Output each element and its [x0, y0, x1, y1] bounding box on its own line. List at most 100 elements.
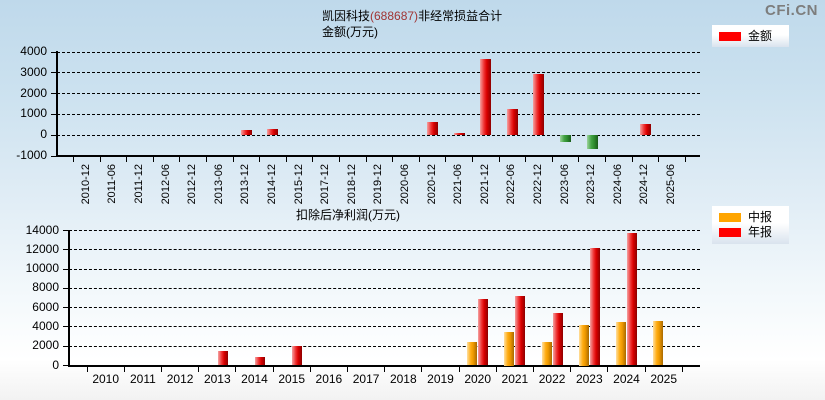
y-axis-tick — [63, 287, 69, 289]
chart1-title-line1: 凯因科技(688687)非经常损益合计 — [322, 8, 502, 24]
bar-金额-2020-12 — [427, 121, 438, 136]
bar-金额-2014-12 — [267, 128, 279, 136]
x-tick-label: 2015-12 — [292, 164, 305, 205]
legend-item-amount: 金额 — [719, 29, 782, 44]
x-tick-label: 2024 — [613, 371, 640, 386]
x-tick-label: 2020 — [464, 371, 492, 386]
y-tick-label: 10000 — [25, 261, 59, 276]
x-axis-tick — [681, 366, 683, 372]
y-tick-label: 2000 — [20, 85, 47, 100]
y-axis-tick — [63, 249, 69, 251]
chart2-title: 扣除后净利润(万元) — [296, 208, 400, 222]
x-tick-label: 2015 — [278, 371, 306, 386]
stock-code: (688687) — [370, 9, 419, 23]
y-tick-label: 0 — [40, 127, 47, 142]
bar-金额-2021-06 — [453, 133, 465, 136]
x-tick-label: 2021 — [501, 371, 529, 386]
gridline — [69, 307, 700, 309]
legend-item-interim: 中报 — [719, 210, 782, 225]
x-tick-label: 2022-12 — [531, 164, 544, 205]
x-axis-tick — [152, 157, 154, 162]
stock-name: 凯因科技 — [322, 9, 371, 23]
x-tick-label: 2023-12 — [585, 164, 598, 205]
x-tick-label: 2011-06 — [106, 164, 119, 204]
gridline — [69, 326, 700, 328]
x-axis-tick — [198, 366, 200, 372]
x-tick-label: 2025-06 — [664, 164, 677, 205]
legend-item-annual: 年报 — [719, 225, 782, 240]
x-tick-label: 2021-12 — [478, 164, 491, 205]
y-tick-label: 4000 — [20, 44, 47, 58]
gridline — [57, 51, 700, 53]
y-axis-tick — [63, 230, 69, 231]
legend-swatch-annual-icon — [719, 228, 741, 237]
cfi-logo: CFi.CN — [765, 2, 818, 19]
x-axis-tick — [309, 366, 311, 372]
x-axis-tick — [232, 157, 234, 162]
x-tick-label: 2023 — [575, 371, 603, 386]
x-axis — [56, 155, 700, 157]
x-axis-tick — [418, 157, 420, 162]
y-axis-tick — [51, 134, 57, 136]
gridline — [69, 345, 700, 347]
y-tick-label: 2000 — [32, 338, 59, 353]
x-axis-tick — [312, 157, 314, 162]
y-axis-tick — [63, 307, 69, 309]
x-tick-label: 2012 — [166, 371, 194, 386]
bar-中报-2025 — [653, 320, 664, 366]
x-axis-tick — [495, 366, 497, 372]
x-tick-label: 2025 — [650, 371, 678, 386]
x-tick-label: 2024-06 — [611, 164, 624, 205]
x-axis-tick — [658, 157, 660, 162]
x-axis-tick — [285, 157, 287, 162]
x-tick-label: 2010 — [92, 371, 120, 386]
legend-swatch-amount-icon — [719, 31, 741, 41]
y-axis-tick — [51, 155, 57, 157]
bar-年报-2023 — [589, 247, 600, 366]
chart1-legend: 金额 — [712, 25, 789, 47]
y-tick-label: 8000 — [32, 280, 59, 295]
x-tick-label: 2018-12 — [345, 164, 358, 205]
x-tick-label: 2016 — [315, 371, 343, 386]
bar-年报-2024 — [627, 233, 637, 366]
x-axis-tick — [551, 157, 553, 162]
bar-金额-2022-06 — [506, 108, 518, 136]
y-tick-label: 3000 — [20, 64, 47, 79]
y-axis — [56, 51, 58, 157]
gridline — [69, 268, 700, 270]
y-axis-tick — [51, 93, 57, 95]
bar-年报-2022 — [552, 313, 563, 366]
x-tick-label: 2013-06 — [212, 164, 225, 205]
bar-中报-2020 — [467, 342, 478, 366]
x-axis-tick — [578, 157, 580, 162]
x-tick-label: 2012-06 — [159, 164, 172, 205]
bar-金额-2022-12 — [533, 74, 545, 136]
x-tick-label: 2024-12 — [638, 164, 651, 205]
y-axis-tick — [51, 72, 57, 74]
x-axis-tick — [179, 157, 181, 162]
x-axis-tick — [235, 366, 237, 372]
x-axis-tick — [498, 157, 500, 162]
chart1-metric-name: 非经常损益合计 — [418, 9, 503, 23]
x-tick-label: 2013 — [203, 371, 231, 386]
x-tick-label: 2011-12 — [132, 164, 145, 204]
x-tick-label: 2013-12 — [239, 164, 252, 205]
gridline — [69, 287, 700, 289]
x-tick-label: 2017-12 — [319, 164, 332, 205]
bar-中报-2024 — [616, 322, 626, 366]
x-tick-label: 2018 — [389, 371, 417, 386]
y-tick-label: 4000 — [32, 318, 59, 333]
x-axis-tick — [607, 366, 609, 372]
y-tick-label: 1000 — [20, 106, 47, 121]
x-axis-tick — [604, 157, 606, 162]
y-axis-tick — [63, 268, 69, 270]
x-axis-tick — [205, 157, 207, 162]
bar-年报-2013 — [217, 351, 228, 366]
chart2-legend: 中报 年报 — [712, 206, 789, 244]
x-axis-tick — [533, 366, 534, 372]
x-axis-tick — [644, 366, 646, 372]
y-axis-tick — [51, 113, 57, 115]
x-tick-label: 2011 — [129, 371, 156, 386]
x-axis-tick — [384, 366, 386, 372]
y-tick-label: 0 — [52, 357, 59, 372]
